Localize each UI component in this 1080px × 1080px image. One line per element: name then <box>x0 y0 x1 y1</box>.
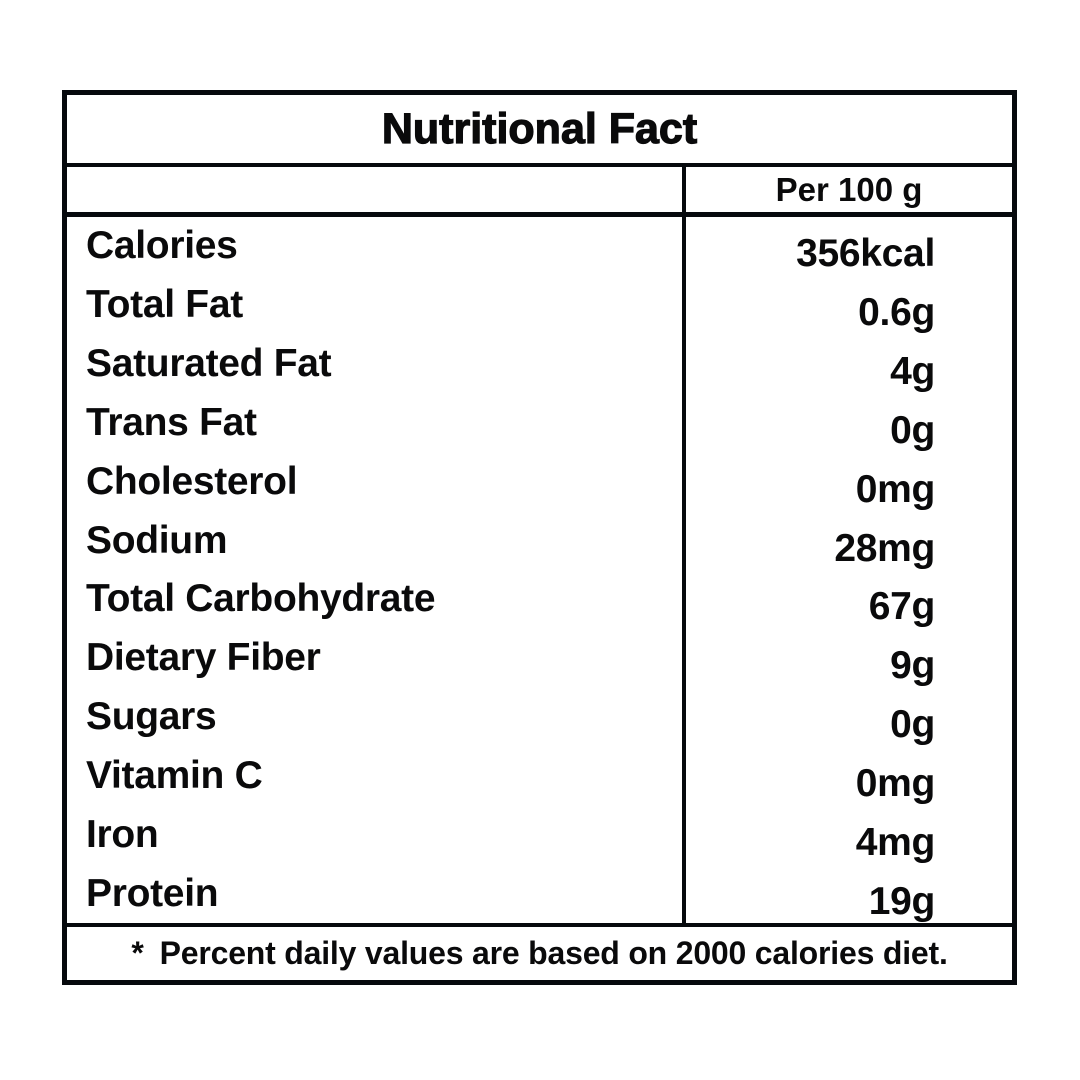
table-row: Sodium 28mg <box>67 511 1012 570</box>
nutrient-value: 356kcal <box>796 232 935 276</box>
table-row: Vitamin C 0mg <box>67 746 1012 806</box>
nutrient-value: 0mg <box>855 467 936 511</box>
nutrition-facts-panel: Nutritional Fact Per 100 g Calories 356k… <box>62 90 1017 985</box>
footnote-text: Percent daily values are based on 2000 c… <box>159 935 948 971</box>
table-row: Cholesterol 0mg <box>67 452 1012 512</box>
nutrient-label: Total Carbohydrate <box>67 569 686 629</box>
nutrient-value: 0g <box>890 408 935 452</box>
nutrient-label: Cholesterol <box>67 452 686 512</box>
nutrient-label: Sugars <box>67 687 686 747</box>
nutrient-value: 0mg <box>855 761 936 805</box>
table-row: Protein 19g <box>67 864 1012 923</box>
nutrient-label: Dietary Fiber <box>67 628 686 688</box>
nutrient-label: Iron <box>67 805 686 865</box>
serving-column-header: Per 100 g <box>775 170 923 208</box>
nutrient-label: Total Fat <box>67 275 686 335</box>
table-row: Dietary Fiber 9g <box>67 628 1012 688</box>
nutrient-label: Calories <box>67 217 686 276</box>
table-row: Iron 4mg <box>67 805 1012 865</box>
column-header-row: Per 100 g <box>67 167 1012 217</box>
nutrient-label: Trans Fat <box>67 393 686 453</box>
page-title: Nutritional Fact <box>381 104 698 153</box>
nutrient-value: 67g <box>868 585 936 629</box>
nutrient-value: 4mg <box>855 820 936 864</box>
header-empty-cell <box>67 167 686 212</box>
footnote-row: * Percent daily values are based on 2000… <box>67 923 1012 980</box>
nutrient-value: 9g <box>890 644 935 688</box>
nutrient-label: Sodium <box>67 511 686 570</box>
table-row: Sugars 0g <box>67 687 1012 747</box>
nutrient-table: Calories 356kcal Total Fat 0.6g Saturate… <box>67 217 1012 923</box>
nutrient-value: 0.6g <box>858 291 935 335</box>
table-row: Calories 356kcal <box>67 217 1012 276</box>
table-row: Total Fat 0.6g <box>67 275 1012 335</box>
title-row: Nutritional Fact <box>67 95 1012 167</box>
footnote-asterisk: * <box>131 935 144 971</box>
nutrient-label: Vitamin C <box>67 746 686 806</box>
nutrient-value: 4g <box>890 350 935 394</box>
nutrient-value: 28mg <box>834 526 935 570</box>
nutrient-label: Saturated Fat <box>67 334 686 394</box>
table-row: Saturated Fat 4g <box>67 334 1012 394</box>
table-row: Total Carbohydrate 67g <box>67 569 1012 629</box>
nutrient-label: Protein <box>67 864 686 923</box>
nutrient-value: 0g <box>890 703 935 747</box>
nutrient-value: 19g <box>868 879 936 923</box>
table-row: Trans Fat 0g <box>67 393 1012 453</box>
